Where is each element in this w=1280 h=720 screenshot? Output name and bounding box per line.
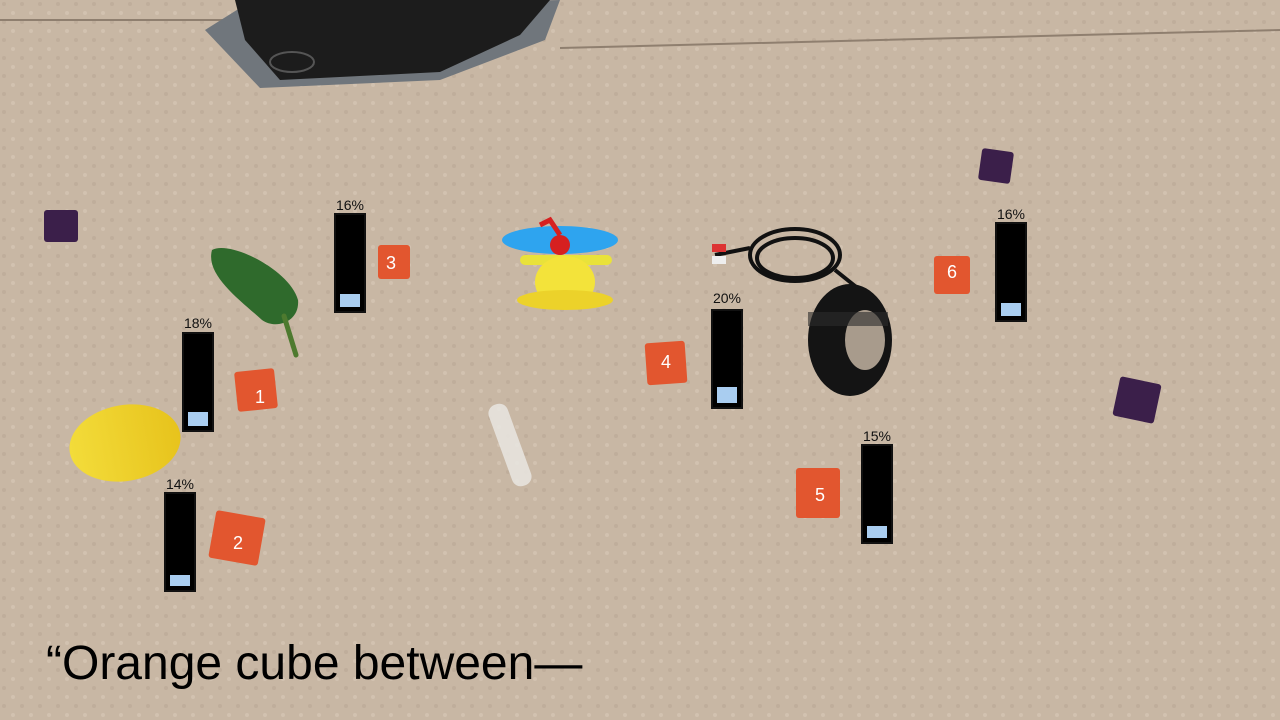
duct-tape-roll (808, 284, 892, 396)
lemon (69, 404, 181, 482)
purple-cube (978, 148, 1014, 184)
bar-percent-label: 20% (712, 290, 742, 306)
cube-label-2: 2 (232, 533, 243, 553)
orange-cube-4 (644, 340, 688, 386)
probability-bar-fill (867, 526, 887, 538)
probability-bar (334, 213, 366, 313)
bar-percent-label: 14% (165, 476, 195, 492)
red-plug (712, 244, 726, 252)
toy-airplane (502, 216, 618, 310)
probability-bar (164, 492, 196, 592)
orange-cube-3 (378, 245, 410, 279)
purple-cube (44, 210, 78, 242)
bar-percent-label: 16% (335, 197, 365, 213)
cube-label-6: 6 (946, 262, 957, 282)
probability-bar-fill (340, 294, 360, 307)
green-pepper (211, 248, 299, 358)
cube-label-3: 3 (385, 253, 396, 273)
cube-label-1: 1 (254, 387, 265, 407)
cube-label-5: 5 (814, 485, 825, 505)
robot-base (205, 0, 560, 88)
probability-bar (861, 444, 893, 544)
probability-bar (182, 332, 214, 432)
test-tube (488, 403, 532, 487)
probability-bar-fill (717, 387, 737, 403)
instruction-caption: “Orange cube between— (46, 637, 583, 690)
white-plug (712, 256, 726, 264)
bar-percent-label: 15% (862, 428, 892, 444)
probability-bar-fill (170, 575, 190, 586)
orange-cube-6 (934, 256, 970, 294)
audio-cable (714, 227, 862, 292)
orange-cube-5 (796, 468, 840, 518)
cube-label-4: 4 (660, 352, 671, 372)
bar-percent-label: 16% (996, 206, 1026, 222)
orange-cube-1 (234, 368, 278, 412)
probability-bar (711, 309, 743, 409)
orange-cube-2 (208, 510, 266, 566)
bar-percent-label: 18% (183, 315, 213, 331)
purple-cube (1112, 376, 1162, 424)
probability-bar-fill (1001, 303, 1021, 316)
probability-bar-fill (188, 412, 208, 426)
probability-bar (995, 222, 1027, 322)
